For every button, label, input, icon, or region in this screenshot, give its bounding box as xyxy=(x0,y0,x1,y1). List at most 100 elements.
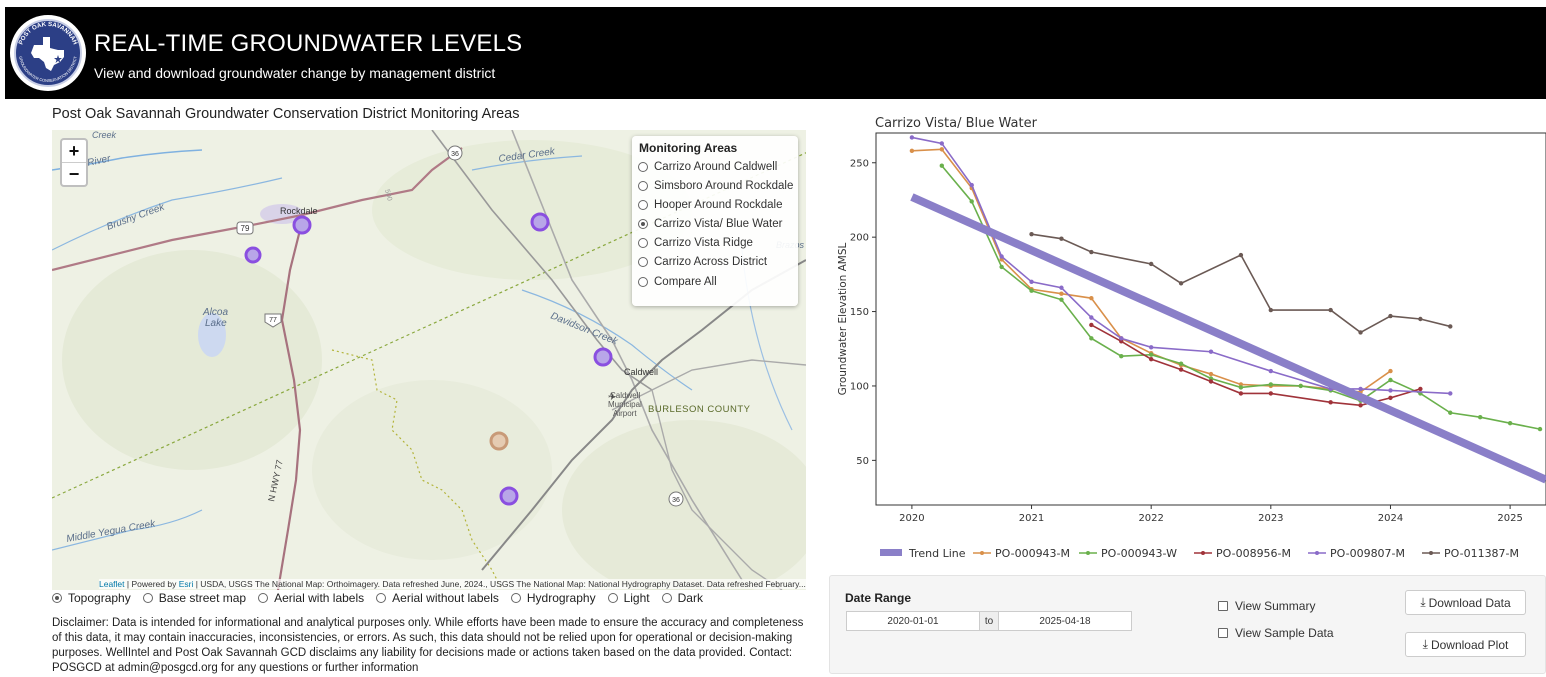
data-point xyxy=(1358,386,1363,392)
esri-link[interactable]: Esri xyxy=(178,579,194,589)
area-option-simsboro-rockdale[interactable]: Simsboro Around Rockdale xyxy=(638,180,793,192)
legend-swatch xyxy=(880,549,902,556)
checkbox-icon[interactable] xyxy=(1218,601,1228,611)
data-point xyxy=(1089,336,1094,341)
radio-icon[interactable] xyxy=(638,277,648,287)
radio-icon[interactable] xyxy=(638,181,648,191)
basemap-label: Hydrography xyxy=(526,591,596,605)
radio-icon[interactable] xyxy=(638,257,648,267)
area-option-label: Hooper Around Rockdale xyxy=(654,199,783,211)
checkbox-icon[interactable] xyxy=(1218,628,1228,638)
area-option-carrizo-vista-ridge[interactable]: Carrizo Vista Ridge xyxy=(638,237,753,249)
data-point xyxy=(1268,382,1274,387)
basemap-label: Aerial with labels xyxy=(274,591,365,605)
zoom-in-button[interactable]: + xyxy=(62,140,86,163)
route-36-label-north: 36 xyxy=(451,151,459,158)
well-marker[interactable] xyxy=(530,212,550,232)
data-point xyxy=(939,141,945,146)
data-point xyxy=(1418,386,1423,392)
radio-icon[interactable] xyxy=(661,593,672,603)
data-point xyxy=(1388,313,1393,319)
x-tick-label: 2025 xyxy=(1497,513,1522,524)
leaflet-link[interactable]: Leaflet xyxy=(99,579,125,589)
basemap-light[interactable]: Light xyxy=(607,591,650,605)
radio-icon[interactable] xyxy=(258,593,269,603)
area-option-hooper-rockdale[interactable]: Hooper Around Rockdale xyxy=(638,199,783,211)
data-point xyxy=(1448,410,1453,415)
groundwater-chart[interactable]: 50 100 150 200 250 2020 2021 2022 2023 2024 2025 Gr… xyxy=(830,130,1546,570)
data-point xyxy=(1089,249,1094,255)
area-option-label: Carrizo Vista/ Blue Water xyxy=(654,218,783,230)
radio-icon[interactable] xyxy=(142,593,153,603)
data-point xyxy=(1148,352,1154,357)
view-sample-checkbox[interactable]: View Sample Data xyxy=(1218,626,1334,640)
data-point xyxy=(1059,285,1064,290)
data-point xyxy=(1059,291,1064,296)
basemap-aerial-labels[interactable]: Aerial with labels xyxy=(258,591,364,605)
area-option-carrizo-vista-blue-water[interactable]: Carrizo Vista/ Blue Water xyxy=(638,218,782,230)
basemap-aerial-no-labels[interactable]: Aerial without labels xyxy=(376,591,499,605)
legend-label: PO-011387-M xyxy=(1444,547,1519,560)
basemap-topography[interactable]: Topography xyxy=(52,591,131,605)
monitoring-map[interactable]: 79 77 36 36 Rockdale Caldwell Caldwell M… xyxy=(52,130,806,590)
airport-icon: ✈ xyxy=(608,392,616,403)
download-plot-button[interactable]: ⤓ Download Plot xyxy=(1405,632,1526,657)
data-point xyxy=(1089,315,1094,320)
data-point xyxy=(1119,336,1124,341)
radio-icon[interactable] xyxy=(638,162,648,172)
monitoring-areas-title: Monitoring Areas xyxy=(639,141,738,155)
basemap-label: Light xyxy=(623,591,650,605)
download-data-button[interactable]: ⤓ Download Data xyxy=(1405,590,1526,615)
legend-label: PO-009807-M xyxy=(1330,547,1405,560)
download-icon: ⤓ xyxy=(1420,595,1426,609)
data-point xyxy=(1238,385,1244,390)
legend-label: PO-000943-M xyxy=(995,547,1070,560)
area-option-label: Carrizo Across District xyxy=(654,256,768,268)
data-point xyxy=(1029,288,1034,293)
basemap-selector: Topography Base street map Aerial with l… xyxy=(52,590,715,606)
basemap-dark[interactable]: Dark xyxy=(661,591,703,605)
basemap-base-street[interactable]: Base street map xyxy=(142,591,247,605)
radio-icon[interactable] xyxy=(376,593,387,603)
data-point xyxy=(969,199,974,204)
area-option-carrizo-caldwell[interactable]: Carrizo Around Caldwell xyxy=(638,161,777,173)
area-option-compare-all[interactable]: Compare All xyxy=(638,276,717,288)
area-option-label: Compare All xyxy=(654,276,717,288)
route-77-label: 77 xyxy=(269,317,277,324)
radio-icon[interactable] xyxy=(638,200,648,210)
well-markers[interactable] xyxy=(244,212,613,506)
basemap-label: Dark xyxy=(677,591,703,605)
radio-icon[interactable] xyxy=(607,593,618,603)
page-title: REAL-TIME GROUNDWATER LEVELS xyxy=(94,30,523,57)
zoom-out-button[interactable]: − xyxy=(68,164,80,184)
radio-icon[interactable] xyxy=(638,238,648,248)
data-point xyxy=(999,254,1004,259)
radio-icon[interactable] xyxy=(638,219,648,229)
data-point xyxy=(1537,426,1543,432)
basemap-label: Base street map xyxy=(158,591,247,605)
data-point xyxy=(1328,307,1333,313)
area-option-carrizo-across-district[interactable]: Carrizo Across District xyxy=(638,256,767,268)
well-marker[interactable] xyxy=(593,347,613,367)
basemap-hydrography[interactable]: Hydrography xyxy=(510,591,596,605)
data-point xyxy=(909,148,915,154)
well-marker[interactable] xyxy=(489,431,509,451)
plot-area xyxy=(875,132,1546,506)
radio-icon[interactable] xyxy=(510,593,521,603)
well-marker[interactable] xyxy=(292,215,312,235)
data-point xyxy=(1119,354,1124,359)
radio-icon[interactable] xyxy=(52,593,62,603)
view-summary-label: View Summary xyxy=(1235,599,1316,613)
legend-swatch-dot xyxy=(1315,551,1319,555)
data-point xyxy=(1238,252,1244,258)
airport-label: Caldwell Municipal Airport xyxy=(608,391,644,418)
x-tick-label: 2023 xyxy=(1258,513,1283,524)
data-point xyxy=(1059,236,1064,241)
data-point xyxy=(939,163,945,168)
start-date-input[interactable]: 2020-01-01 xyxy=(846,611,980,631)
well-marker[interactable] xyxy=(499,486,519,506)
end-date-input[interactable]: 2025-04-18 xyxy=(998,611,1132,631)
data-point xyxy=(1089,322,1094,328)
view-summary-checkbox[interactable]: View Summary xyxy=(1218,599,1315,613)
well-marker[interactable] xyxy=(244,246,262,264)
